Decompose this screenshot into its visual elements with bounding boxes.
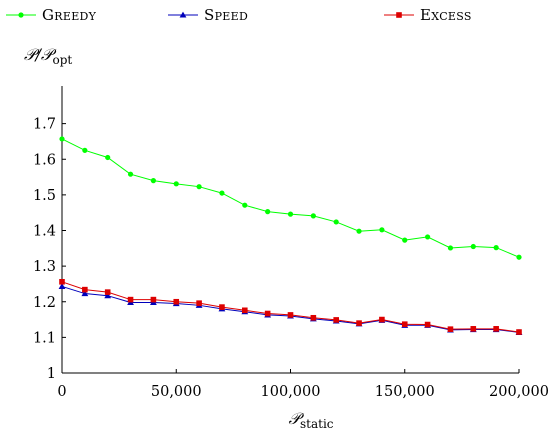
x-axis-label: 𝒫static <box>288 409 333 431</box>
x-tick-label: 150,000 <box>375 384 435 400</box>
series-greedy-point <box>219 190 225 196</box>
y-axis-label-main: 𝒫/𝒫 <box>24 45 57 64</box>
x-ticks: 0 50,000 100,000 150,000 200,000 <box>57 369 549 400</box>
legend-swatch-marker <box>18 12 24 18</box>
series-greedy-point <box>82 147 88 153</box>
series-excess-point <box>516 329 522 335</box>
series-excess-point <box>127 296 134 303</box>
series-greedy-point <box>333 219 339 225</box>
y-tick-label: 1.7 <box>33 117 56 133</box>
x-tick-label: 0 <box>57 384 66 400</box>
legend: GREEDY SPEED EXCESS <box>6 6 472 24</box>
series-excess-point <box>82 286 88 293</box>
series-excess-point <box>470 326 477 332</box>
series-excess-point <box>401 321 408 327</box>
series-layer <box>58 136 523 335</box>
legend-swatch-marker <box>179 11 187 18</box>
series-greedy-point <box>59 136 65 142</box>
series-greedy-point <box>310 213 316 219</box>
series-greedy-point <box>447 245 454 251</box>
series-excess-point <box>493 326 499 332</box>
y-ticks: 1 1.1 1.2 1.3 1.4 1.5 1.6 1.7 <box>33 117 66 382</box>
series-excess-point <box>424 321 431 328</box>
series-greedy-point <box>402 237 408 243</box>
x-tick-label: 100,000 <box>261 384 321 400</box>
series-greedy-point <box>242 202 248 208</box>
y-tick-label: 1.3 <box>33 259 56 275</box>
series-greedy <box>59 136 522 260</box>
series-greedy-point <box>265 209 271 215</box>
series-excess-point <box>173 298 180 305</box>
series-excess-line <box>61 281 520 333</box>
series-speed-line <box>61 285 520 333</box>
series-excess-point <box>242 307 248 314</box>
series-excess-point <box>59 279 65 285</box>
series-greedy-point <box>356 228 362 234</box>
series-speed-point <box>81 290 89 297</box>
y-axis-label: 𝒫/𝒫opt <box>24 45 72 67</box>
series-greedy-point <box>196 184 202 190</box>
y-tick-label: 1.5 <box>33 188 56 204</box>
series-greedy-point <box>379 227 385 233</box>
series-greedy-line <box>61 138 520 258</box>
svg-text:𝒫/𝒫opt: 𝒫/𝒫opt <box>24 45 72 67</box>
series-excess-point <box>333 317 339 323</box>
legend-swatch-marker <box>396 12 402 18</box>
legend-label-greedy: GREEDY <box>42 6 97 24</box>
series-greedy-point <box>127 171 134 177</box>
series-greedy-point <box>493 245 499 251</box>
y-tick-label: 1.4 <box>33 224 56 240</box>
legend-item-speed: SPEED <box>168 6 248 24</box>
y-tick-label: 1 <box>47 366 56 382</box>
series-speed-point <box>104 292 112 299</box>
series-excess-point <box>310 314 317 321</box>
series-greedy-point <box>425 234 431 240</box>
series-greedy-point <box>105 154 111 161</box>
x-axis-label-sub: static <box>300 417 334 431</box>
y-tick-label: 1.2 <box>33 295 56 311</box>
y-tick-label: 1.1 <box>33 330 56 346</box>
series-excess-point <box>447 326 454 332</box>
x-tick-label: 200,000 <box>489 384 549 400</box>
series-speed-point <box>58 283 66 289</box>
series-excess-point <box>264 310 271 317</box>
series-excess-point <box>287 312 294 318</box>
series-greedy-point <box>150 178 156 184</box>
legend-label-speed: SPEED <box>204 6 248 24</box>
series-excess-point <box>196 300 202 306</box>
y-tick-label: 1.6 <box>33 152 56 168</box>
svg-text:𝒫static: 𝒫static <box>288 409 333 431</box>
legend-item-greedy: GREEDY <box>6 6 97 24</box>
x-tick-label: 50,000 <box>151 384 202 400</box>
series-excess-point <box>379 316 385 323</box>
series-greedy-point <box>173 181 179 187</box>
series-excess-point <box>356 320 362 326</box>
series-excess-point <box>150 296 157 303</box>
series-excess-point <box>219 304 225 310</box>
series-excess <box>59 279 522 335</box>
series-excess-point <box>104 289 111 295</box>
y-axis-label-sub: opt <box>52 53 72 67</box>
legend-item-excess: EXCESS <box>384 6 472 24</box>
series-greedy-point <box>470 243 476 250</box>
series-greedy-point <box>287 211 294 217</box>
legend-label-excess: EXCESS <box>420 6 472 24</box>
series-greedy-point <box>516 254 522 260</box>
